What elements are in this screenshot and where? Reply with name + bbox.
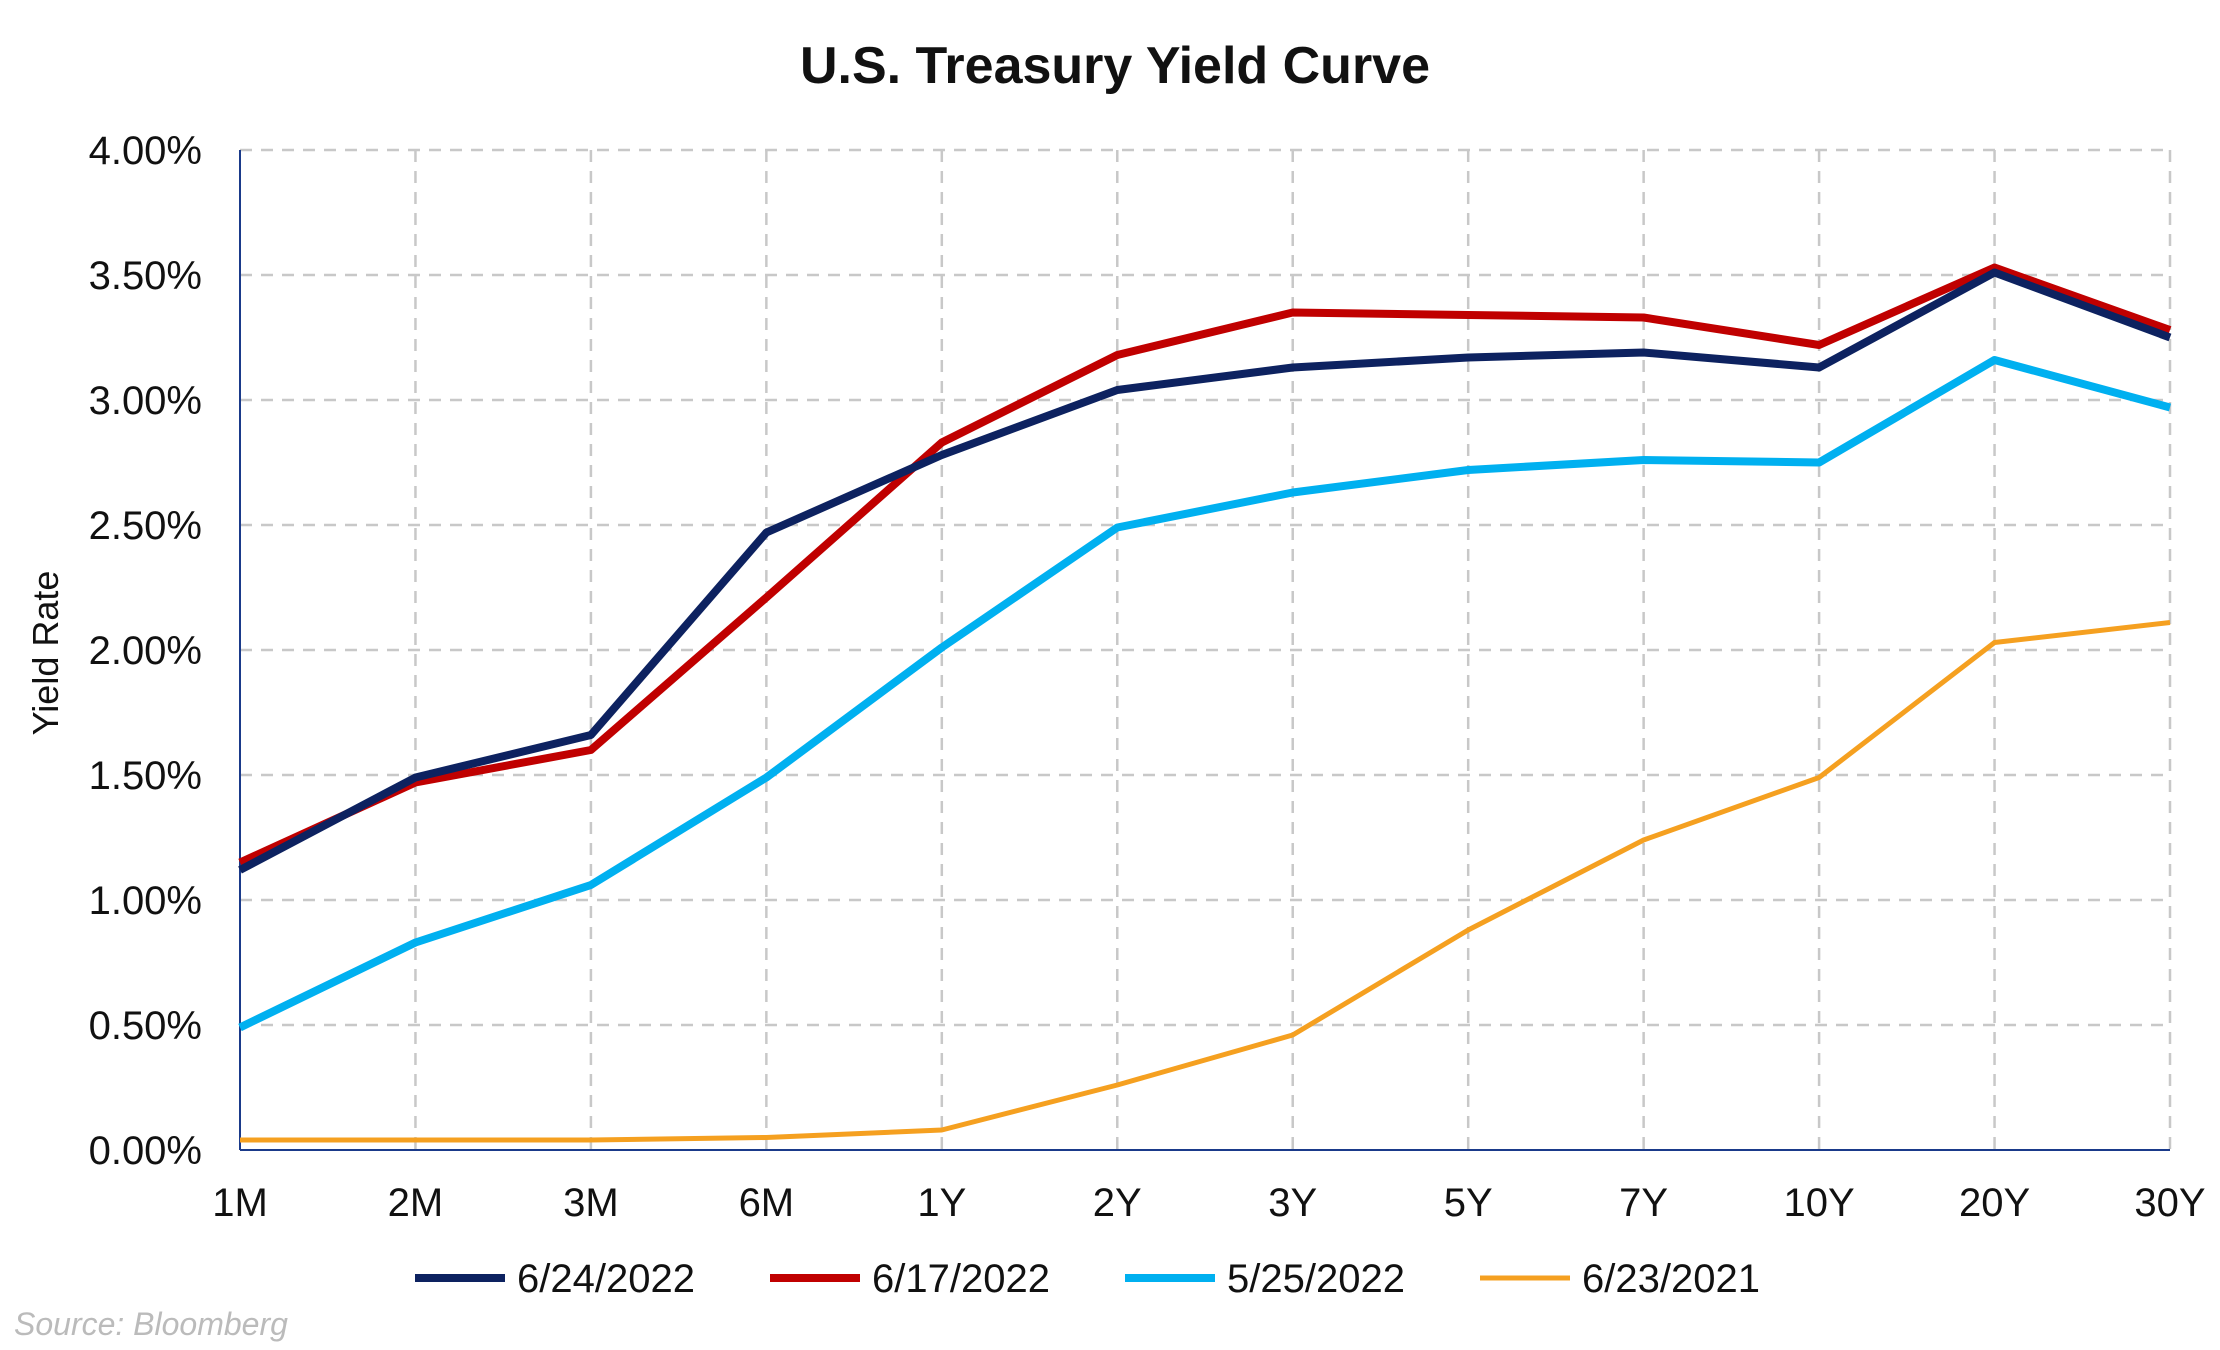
x-tick-label: 10Y <box>1784 1181 1855 1225</box>
y-tick-label: 0.50% <box>89 1004 202 1048</box>
x-tick-label: 7Y <box>1619 1181 1668 1225</box>
y-tick-label: 2.50% <box>89 504 202 548</box>
y-tick-label: 3.00% <box>89 379 202 423</box>
y-tick-label: 2.00% <box>89 629 202 673</box>
y-axis-ticks: 0.00% 0.50% 1.00% 1.50% 2.00% 2.50% 3.00% 3.50%… <box>89 129 202 1173</box>
legend-label-5-25-2022: 5/25/2022 <box>1227 1257 1405 1301</box>
x-axis-ticks: 1M 2M 3M 6M 1Y 2Y 3Y 5Y 7Y 10Y 20Y 30Y <box>212 1181 2205 1225</box>
y-tick-label: 0.00% <box>89 1129 202 1173</box>
y-tick-label: 1.00% <box>89 879 202 923</box>
series-line-6-17-2022 <box>238 263 2172 867</box>
x-tick-label: 2Y <box>1093 1181 1142 1225</box>
series-line-5-25-2022 <box>238 356 2172 1032</box>
legend-label-6-17-2022: 6/17/2022 <box>872 1257 1050 1301</box>
x-tick-label: 1M <box>212 1181 268 1225</box>
x-tick-label: 2M <box>388 1181 444 1225</box>
x-tick-label: 1Y <box>917 1181 966 1225</box>
y-tick-label: 1.50% <box>89 754 202 798</box>
x-tick-label: 20Y <box>1959 1181 2030 1225</box>
series-lines <box>238 263 2172 1143</box>
series-line-6-24-2022 <box>238 268 2172 874</box>
axes <box>239 150 2170 1151</box>
legend: 6/24/2022 6/17/2022 5/25/2022 6/23/2021 <box>415 1257 1760 1301</box>
source-note: Source: Bloomberg <box>14 1306 288 1342</box>
grid <box>240 148 2172 1150</box>
chart-title: U.S. Treasury Yield Curve <box>800 37 1430 95</box>
y-axis-label: Yield Rate <box>25 571 66 736</box>
y-tick-label: 3.50% <box>89 254 202 298</box>
x-tick-label: 5Y <box>1444 1181 1493 1225</box>
legend-label-6-24-2022: 6/24/2022 <box>517 1257 695 1301</box>
x-tick-label: 6M <box>739 1181 795 1225</box>
series-line-6-23-2021 <box>240 620 2171 1143</box>
legend-label-6-23-2021: 6/23/2021 <box>1582 1257 1760 1301</box>
x-tick-label: 3M <box>563 1181 619 1225</box>
x-tick-label: 30Y <box>2134 1181 2205 1225</box>
y-tick-label: 4.00% <box>89 129 202 173</box>
x-tick-label: 3Y <box>1268 1181 1317 1225</box>
